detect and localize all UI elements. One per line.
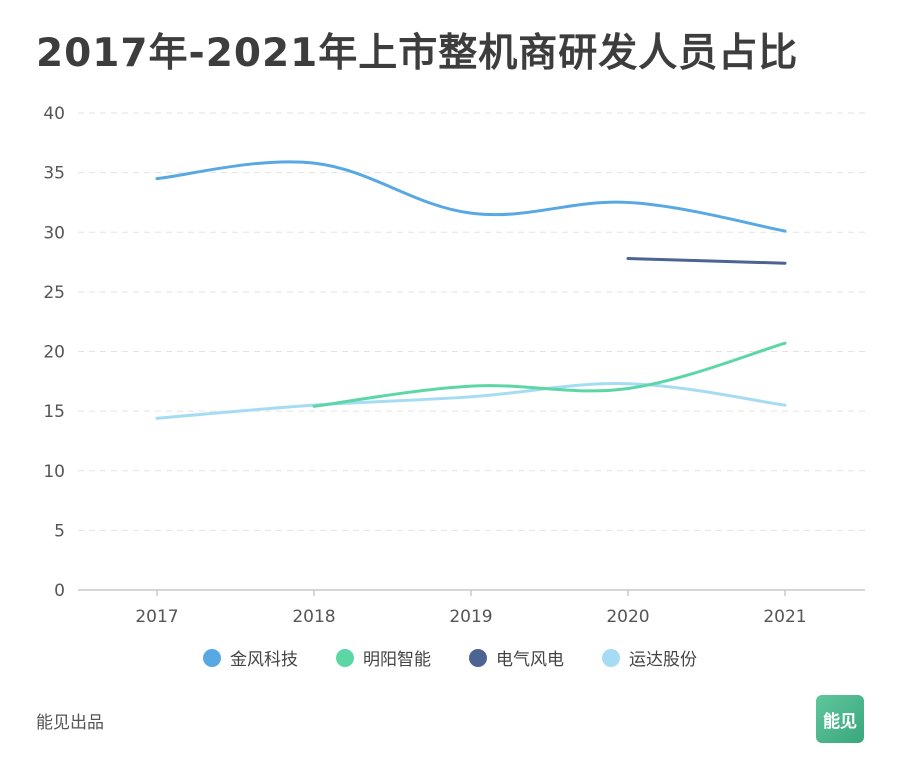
brand-logo: 能见 <box>816 695 864 743</box>
series-line-0 <box>155 160 787 233</box>
legend-item[interactable]: 金风科技 <box>203 645 298 670</box>
chart-title: 2017年-2021年上市整机商研发人员占比 <box>36 31 799 76</box>
legend-marker <box>469 648 487 667</box>
line-chart: 0 5 10 15 20 25 30 35 40 2017 2018 2019 2020 2021 <box>43 104 865 627</box>
y-tick-label: 5 <box>54 521 65 541</box>
series-line-1 <box>312 341 787 408</box>
y-tick-label: 30 <box>43 223 65 243</box>
y-tick-label: 35 <box>43 164 65 184</box>
legend-item[interactable]: 运达股份 <box>602 645 697 670</box>
y-tick-label: 10 <box>43 462 65 482</box>
legend-marker <box>602 648 620 667</box>
chart-legend: 金风科技 明阳智能 电气风电 运达股份 <box>0 645 900 670</box>
legend-label: 明阳智能 <box>363 650 431 670</box>
x-tick-label: 2020 <box>606 607 649 627</box>
x-tick-label: 2019 <box>449 607 492 627</box>
series-line-3 <box>155 382 787 420</box>
source-label: 能见出品 <box>36 713 104 733</box>
legend-marker <box>336 648 354 667</box>
legend-label: 金风科技 <box>230 650 298 670</box>
legend-label: 电气风电 <box>496 650 564 670</box>
legend-label: 运达股份 <box>629 650 697 670</box>
legend-item[interactable]: 明阳智能 <box>336 645 431 670</box>
x-tick-label: 2018 <box>292 607 335 627</box>
series-line-2 <box>626 256 787 265</box>
legend-item[interactable]: 电气风电 <box>469 645 564 670</box>
y-tick-label: 15 <box>43 402 65 422</box>
y-tick-label: 40 <box>43 104 65 124</box>
x-tick-label: 2021 <box>763 607 806 627</box>
y-tick-label: 0 <box>54 581 65 601</box>
y-tick-label: 25 <box>43 283 65 303</box>
legend-marker <box>203 648 221 667</box>
x-tick-label: 2017 <box>135 607 178 627</box>
y-tick-label: 20 <box>43 343 65 363</box>
